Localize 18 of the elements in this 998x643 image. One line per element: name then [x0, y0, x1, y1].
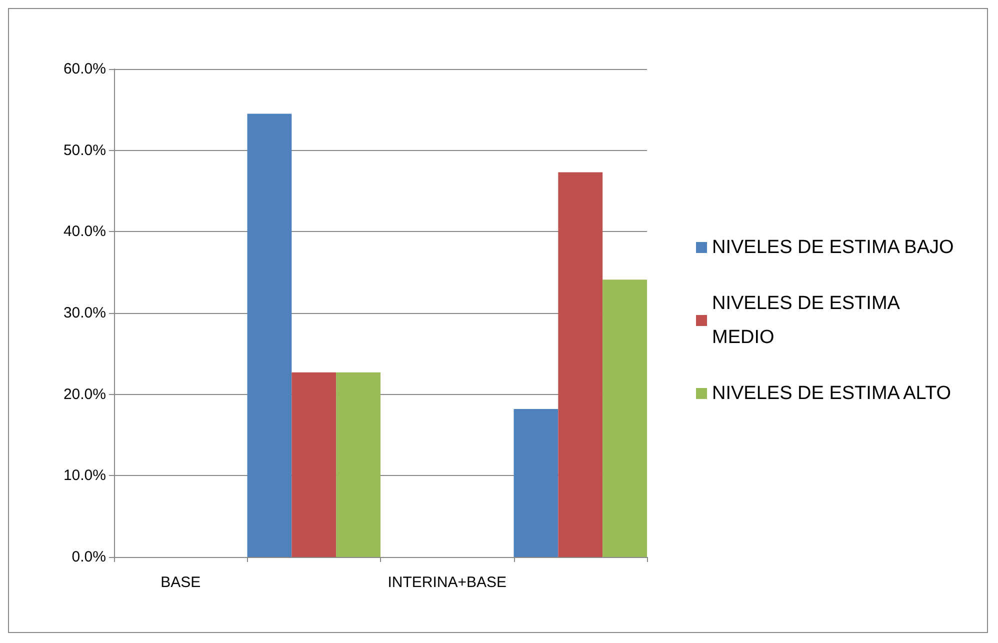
y-tick-label: 0.0% — [72, 548, 106, 566]
y-tick-label: 60.0% — [63, 60, 106, 78]
bar — [292, 372, 336, 557]
legend-label: NIVELES DE ESTIMA MEDIO — [712, 293, 904, 348]
x-tick-label: BASE — [160, 574, 201, 591]
x-tick-label: INTERINA+BASE — [388, 574, 507, 591]
y-tick-label: 10.0% — [63, 467, 106, 484]
bar — [247, 114, 292, 557]
bar — [336, 372, 380, 557]
legend-label: NIVELES DE ESTIMA ALTO — [712, 383, 951, 404]
legend-label: NIVELES DE ESTIMA BAJO — [712, 237, 954, 258]
y-tick-label: 30.0% — [63, 304, 106, 322]
bar — [558, 172, 603, 557]
y-tick-label: 20.0% — [63, 386, 106, 403]
y-tick-label: 50.0% — [63, 142, 106, 159]
y-tick-label: 40.0% — [63, 223, 106, 240]
bar — [514, 408, 558, 557]
bar — [602, 280, 647, 557]
